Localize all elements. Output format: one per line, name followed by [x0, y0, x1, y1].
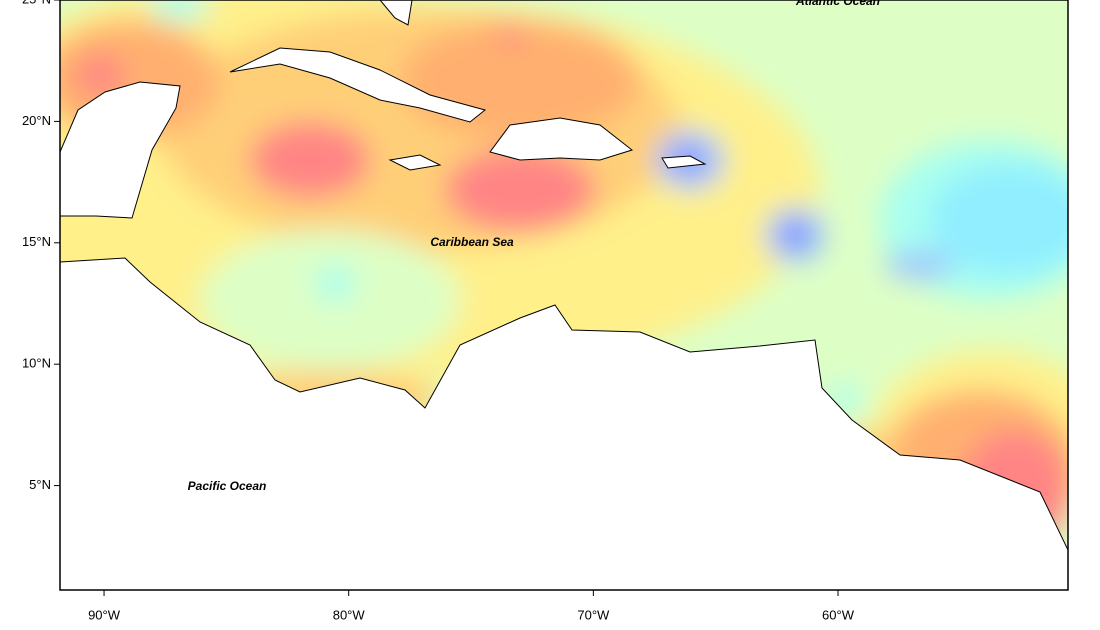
x-tick-label: 80°W — [333, 607, 366, 622]
land — [388, 154, 442, 171]
land — [489, 117, 634, 161]
frame — [59, 0, 1069, 591]
x-tick-label: 60°W — [822, 607, 855, 622]
field — [60, 0, 1068, 590]
x-tick-label: 90°W — [88, 607, 121, 622]
land — [60, 257, 1068, 590]
land — [60, 81, 181, 219]
ocean-label: Caribbean Sea — [430, 235, 514, 249]
land — [661, 155, 707, 169]
y-tick-label: 25°N — [22, 0, 51, 6]
y-tick-label: 10°N — [22, 356, 51, 371]
land — [229, 47, 487, 123]
y-tick-label: 5°N — [29, 477, 51, 492]
ocean-label: Atlantic Ocean — [795, 0, 880, 8]
ocean-label: Pacific Ocean — [188, 479, 267, 493]
land — [379, 0, 413, 26]
y-tick-label: 15°N — [22, 234, 51, 249]
y-tick-label: 20°N — [22, 113, 51, 128]
x-tick-label: 70°W — [577, 607, 610, 622]
